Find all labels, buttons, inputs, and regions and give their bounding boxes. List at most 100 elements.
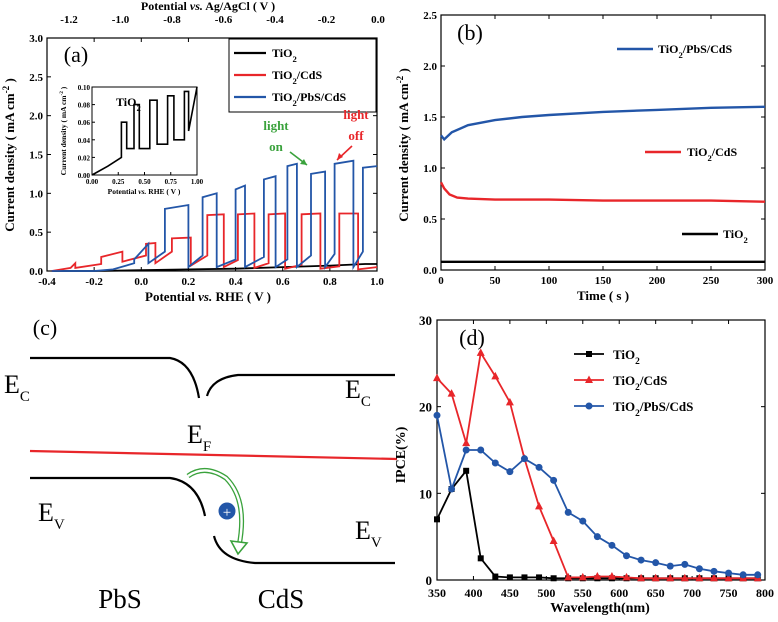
legend-marker xyxy=(586,351,592,357)
text-span: /CdS xyxy=(296,68,323,82)
y-tick-label: 0.0 xyxy=(423,265,437,277)
y-tick-label: 2.0 xyxy=(29,111,43,123)
data-point xyxy=(637,556,645,564)
conduction-band-pbs xyxy=(30,356,201,399)
x-tick-label: 0.4 xyxy=(229,276,243,288)
transfer-arrow-head xyxy=(229,540,249,556)
inset-chart: 0.00 0.25 0.50 0.75 1.00 0.00 0.02 0.04 0.06 0.08… xyxy=(59,84,204,196)
x-axis-title: Potential vs. RHE ( V ) xyxy=(145,289,271,304)
inset-x-axis-title: Potential vs. RHE ( V ) xyxy=(108,187,181,196)
text-span: TiO xyxy=(272,90,292,104)
panel-label-d: (d) xyxy=(459,325,485,350)
x-tick-label: -0.4 xyxy=(38,276,56,288)
text-span: 2 xyxy=(743,235,747,245)
legend-label: TiO2/CdS xyxy=(272,68,322,86)
label-ef: EF xyxy=(187,420,211,455)
data-point xyxy=(491,459,499,467)
y-tick-label: 0.5 xyxy=(423,214,437,226)
text-span: E xyxy=(38,498,54,527)
text-span: V xyxy=(371,535,382,551)
x-tick-label: 350 xyxy=(428,586,446,600)
inset-y-tick-label: 0.04 xyxy=(78,137,91,145)
text-span: 2 xyxy=(635,357,640,367)
hole-sign: + xyxy=(223,505,231,521)
inset-y-tick-label: 0.00 xyxy=(78,172,91,180)
x-tick-label: 700 xyxy=(683,586,701,600)
label-ec-pbs: EC xyxy=(4,370,30,405)
text-span: -2 xyxy=(1,85,11,93)
data-point xyxy=(463,467,470,474)
data-point xyxy=(535,501,544,510)
x-tick-label: -0.2 xyxy=(85,276,103,288)
data-point xyxy=(680,573,689,582)
text-span: TiO xyxy=(272,68,292,82)
data-point xyxy=(521,574,528,581)
text-span: E xyxy=(4,370,20,399)
text-span: C xyxy=(20,389,30,405)
y-tick-label: 10 xyxy=(419,486,432,501)
x-tick-label: 0.8 xyxy=(323,276,337,288)
data-point xyxy=(433,411,441,419)
text-span: Wavelength(nm) xyxy=(550,601,650,616)
series-tio2 xyxy=(434,467,761,582)
legend-label: TiO2/PbS/CdS xyxy=(272,90,346,108)
text-span: E xyxy=(345,375,361,404)
data-point xyxy=(666,573,675,582)
x-axis-title: Wavelength(nm) xyxy=(550,601,650,616)
legend-label: TiO2/PbS/CdS xyxy=(658,42,732,60)
data-point xyxy=(535,463,543,471)
x-tick-label: 450 xyxy=(501,586,519,600)
inset-x-tick-label: 0.50 xyxy=(138,178,151,186)
text-span: vs. xyxy=(190,0,203,13)
text-span: V xyxy=(54,517,65,533)
annotation-light-off-1: light xyxy=(343,107,369,122)
text-span: -2 xyxy=(395,75,405,83)
y-tick-label: 30 xyxy=(419,313,432,328)
x-tick-label: 750 xyxy=(720,586,738,600)
data-point xyxy=(710,567,718,575)
x-tick-label: 100 xyxy=(541,275,558,287)
legend-marker xyxy=(585,402,593,410)
y-tick-label: 20 xyxy=(419,400,432,415)
inset-y-tick-label: 0.02 xyxy=(78,154,91,162)
y-tick-label: 1.5 xyxy=(29,150,43,162)
data-point xyxy=(564,508,572,516)
legend-box xyxy=(228,38,377,113)
x-tick-label: 500 xyxy=(537,586,555,600)
y-axis-title: IPCE(%) xyxy=(394,426,409,483)
text-span: Potential xyxy=(145,289,198,304)
x-tick-label: 250 xyxy=(703,275,720,287)
series-tio2-cds xyxy=(433,348,762,582)
annotation-arrow-on-head xyxy=(300,159,307,165)
data-point xyxy=(477,555,484,562)
inset-x-tick-label: 0.25 xyxy=(112,178,125,186)
annotation-light-off-2: off xyxy=(348,128,364,143)
data-point xyxy=(695,573,704,582)
data-point xyxy=(433,373,441,382)
data-point xyxy=(724,573,733,582)
panel-label-b: (b) xyxy=(457,20,483,45)
x-tick-label: 200 xyxy=(649,275,666,287)
data-point xyxy=(476,348,485,356)
text-span: TiO xyxy=(272,46,292,60)
text-span: 2 xyxy=(292,98,296,108)
series-line-tio2-cds xyxy=(51,212,378,272)
x-tick-label: 650 xyxy=(647,586,665,600)
text-span: E xyxy=(187,420,203,449)
text-span: -2 xyxy=(59,91,65,96)
data-point xyxy=(550,575,557,582)
text-span: /CdS xyxy=(639,373,667,388)
annotation-light-on-2: on xyxy=(269,139,284,154)
legend-marker xyxy=(585,375,593,383)
x-tick-label: 0.0 xyxy=(134,276,148,288)
data-point xyxy=(506,468,514,476)
data-point xyxy=(593,533,601,541)
series-line-tio2-pbs-cds xyxy=(51,159,378,272)
y-tick-label: 2.5 xyxy=(29,72,43,84)
text-span: /PbS/CdS xyxy=(639,399,693,414)
data-point xyxy=(564,572,573,581)
x-tick-label: 550 xyxy=(574,586,592,600)
